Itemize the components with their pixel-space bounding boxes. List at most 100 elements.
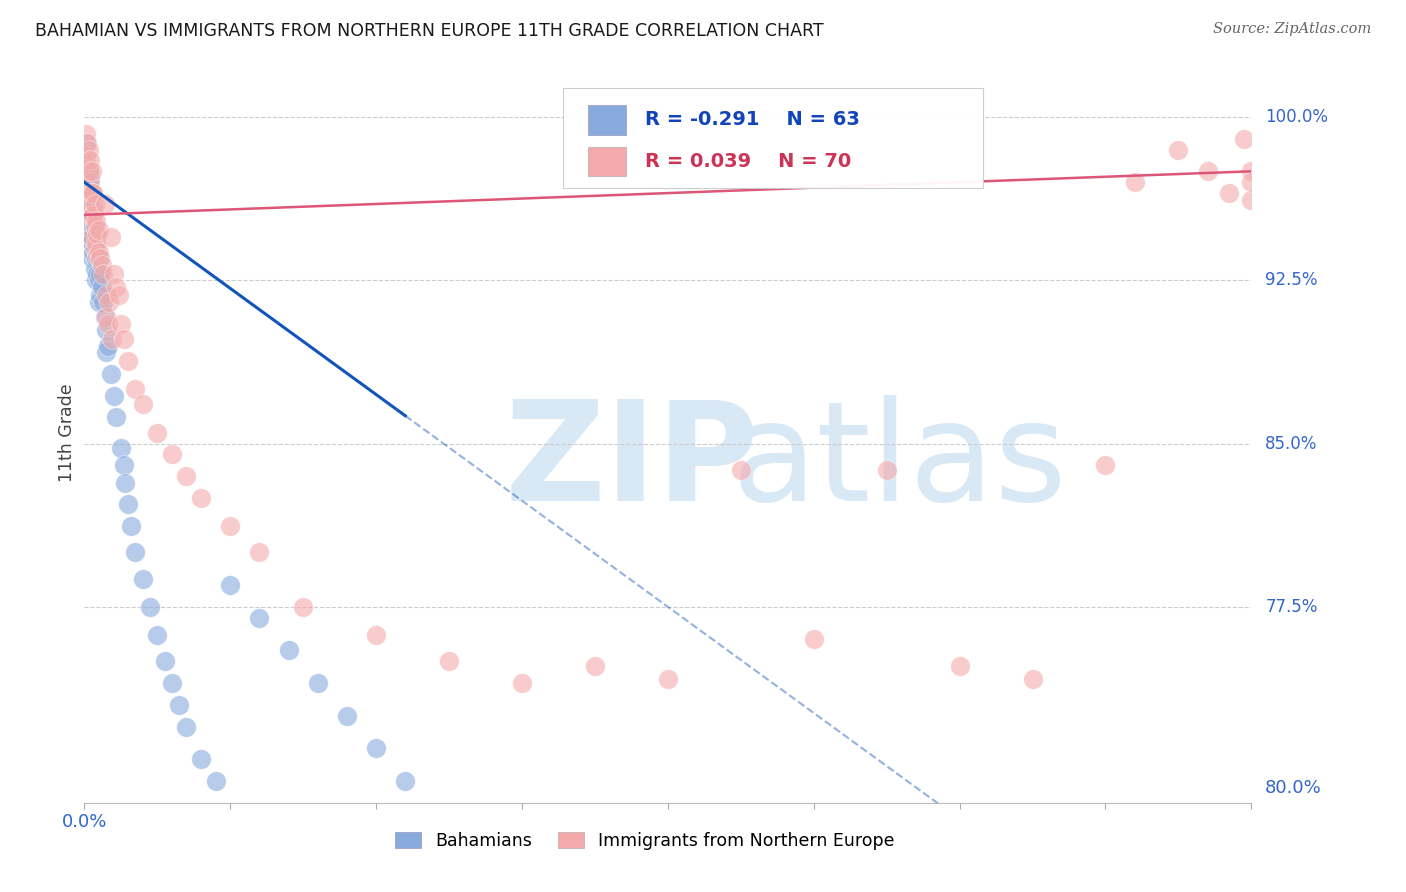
- Point: [80, 164, 103, 178]
- Point: [80, 229, 103, 244]
- Point: [77, 164, 100, 178]
- Point: [219, 578, 242, 592]
- Point: [77, 232, 100, 246]
- Point: [307, 676, 329, 690]
- Point: [124, 545, 146, 559]
- Point: [132, 397, 155, 411]
- Point: [80, 186, 103, 200]
- Point: [79, 170, 101, 185]
- Point: [277, 643, 299, 657]
- Point: [876, 462, 898, 476]
- Point: [79, 236, 101, 251]
- Point: [583, 658, 606, 673]
- Point: [949, 658, 972, 673]
- Point: [75, 149, 97, 163]
- Point: [82, 244, 104, 259]
- Point: [75, 128, 97, 142]
- FancyBboxPatch shape: [562, 88, 983, 188]
- Point: [98, 295, 121, 310]
- Point: [87, 244, 110, 259]
- Point: [82, 186, 104, 200]
- Point: [132, 572, 155, 586]
- Point: [83, 240, 105, 254]
- Point: [1240, 164, 1263, 178]
- Point: [100, 367, 122, 381]
- Point: [103, 388, 125, 402]
- Point: [1021, 672, 1043, 686]
- Point: [96, 345, 118, 359]
- Point: [90, 258, 112, 272]
- Text: ZIP: ZIP: [505, 395, 759, 530]
- Point: [87, 223, 110, 237]
- Point: [86, 244, 108, 259]
- Point: [336, 708, 359, 723]
- Text: 80.0%: 80.0%: [1265, 780, 1322, 797]
- Point: [83, 240, 105, 254]
- Point: [176, 469, 198, 483]
- Text: 100.0%: 100.0%: [1265, 108, 1329, 126]
- Point: [77, 214, 100, 228]
- Point: [1240, 193, 1263, 207]
- Point: [105, 279, 128, 293]
- Text: 85.0%: 85.0%: [1265, 434, 1317, 452]
- Point: [77, 179, 100, 194]
- Legend: Bahamians, Immigrants from Northern Europe: Bahamians, Immigrants from Northern Euro…: [388, 825, 901, 857]
- Point: [510, 676, 533, 690]
- Point: [84, 252, 107, 266]
- Point: [91, 267, 114, 281]
- Point: [1240, 175, 1263, 189]
- Point: [146, 628, 169, 642]
- Point: [80, 186, 103, 200]
- Point: [89, 267, 111, 281]
- Point: [82, 208, 104, 222]
- Point: [204, 774, 226, 789]
- Point: [75, 136, 97, 150]
- Point: [83, 219, 105, 233]
- Point: [167, 698, 190, 712]
- Point: [80, 229, 103, 244]
- Point: [80, 208, 103, 222]
- Point: [77, 143, 100, 157]
- Point: [83, 219, 105, 233]
- Point: [97, 338, 120, 352]
- Point: [803, 632, 825, 647]
- Point: [82, 202, 104, 216]
- Text: 92.5%: 92.5%: [1265, 271, 1317, 289]
- Point: [1167, 143, 1189, 157]
- FancyBboxPatch shape: [589, 146, 626, 177]
- Point: [94, 197, 117, 211]
- Point: [79, 153, 101, 168]
- Point: [91, 295, 114, 310]
- Text: atlas: atlas: [733, 395, 1067, 530]
- Point: [90, 279, 112, 293]
- Point: [84, 229, 107, 244]
- Point: [124, 382, 146, 396]
- Point: [101, 332, 124, 346]
- Point: [84, 236, 107, 251]
- Point: [77, 164, 100, 178]
- Point: [97, 317, 120, 331]
- Point: [86, 249, 108, 263]
- Point: [77, 208, 100, 222]
- Point: [108, 288, 131, 302]
- Point: [394, 774, 416, 789]
- Point: [80, 252, 103, 266]
- Point: [110, 317, 132, 331]
- Point: [96, 310, 118, 325]
- Point: [366, 741, 388, 756]
- Point: [87, 295, 110, 310]
- Point: [87, 252, 110, 266]
- Point: [79, 193, 101, 207]
- Point: [75, 164, 97, 178]
- Point: [160, 676, 183, 690]
- Point: [176, 720, 198, 734]
- Point: [112, 332, 135, 346]
- Point: [96, 288, 118, 302]
- Point: [112, 458, 135, 473]
- Point: [437, 654, 460, 668]
- Point: [160, 447, 183, 461]
- Point: [114, 475, 136, 490]
- Point: [80, 208, 103, 222]
- Point: [86, 227, 108, 242]
- Point: [1233, 131, 1256, 145]
